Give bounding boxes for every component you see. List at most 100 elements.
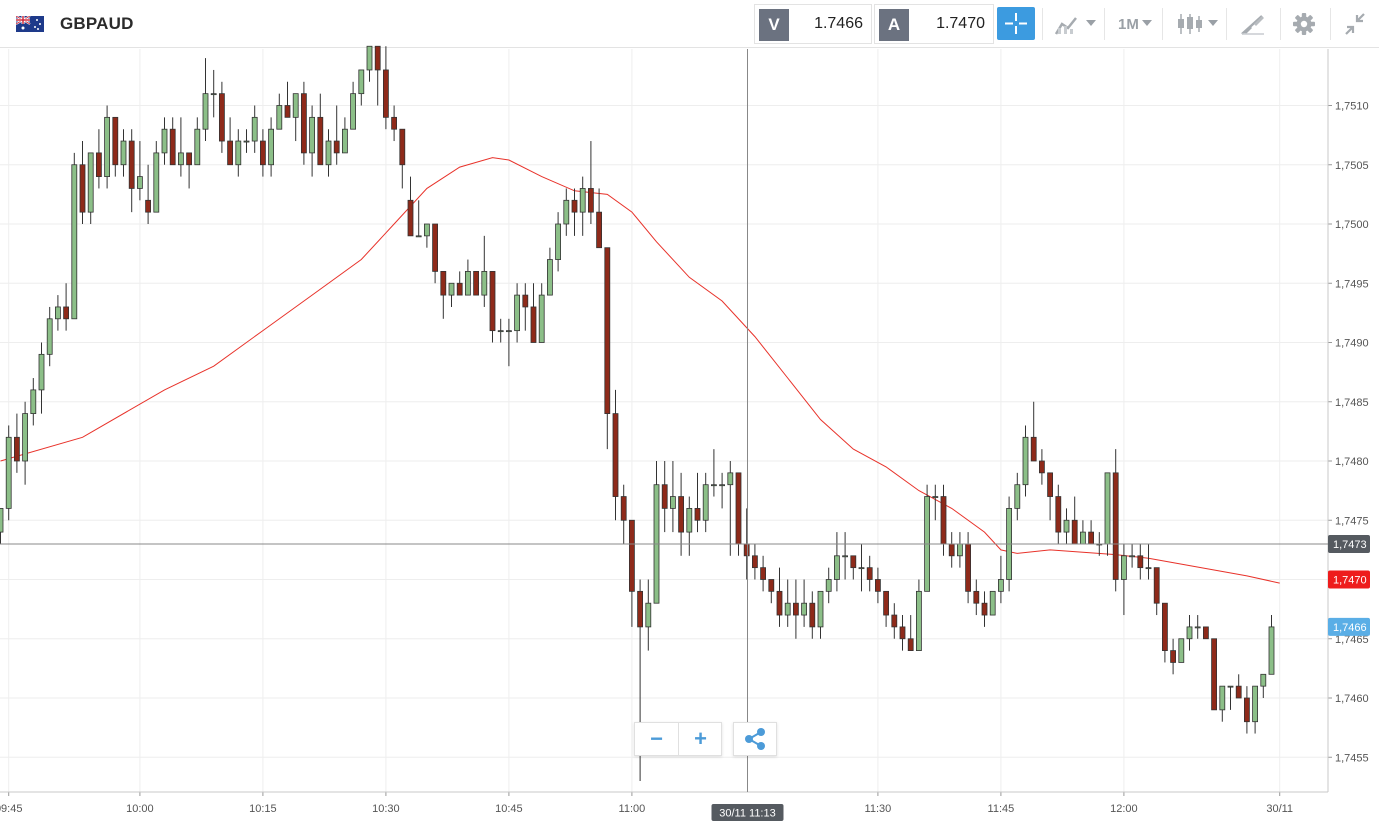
candle-body-bear [661,484,668,509]
zoom-in-button[interactable]: + [694,726,707,751]
candle [1260,673,1267,698]
candle [169,117,176,166]
candle [120,129,127,177]
candle-body-bear [612,413,619,497]
timeframe-dropdown[interactable]: 1M [1118,16,1139,33]
candle [883,590,889,627]
candle-body-bull [858,567,865,570]
timeframe-dropdown-caret[interactable] [1142,20,1152,26]
candle-body-bear [973,590,980,604]
bid-price-tag-label: 1,7466 [1333,622,1367,634]
sell-price-button[interactable]: V 1.7466 [754,4,872,44]
toolbar-divider [1280,8,1281,40]
candle-body-bear [530,306,537,343]
candle-body-bear [1039,460,1045,474]
candle [243,129,250,153]
candle [1121,543,1127,616]
candle [440,270,447,319]
candle-body-bear [145,199,152,213]
drawing-icon[interactable] [1240,12,1266,36]
candle [177,117,184,177]
candle-body-bear [227,140,234,166]
candle-body-bear [735,472,742,545]
candle [866,555,873,592]
candle [235,129,242,177]
candle-body-bear [1047,472,1053,497]
ask-price-tag-label: 1,7470 [1333,575,1367,587]
candle [907,615,914,651]
x-tick-label: 12:00 [1110,803,1138,815]
candle-body-bear [875,579,881,592]
candle-body-bear [218,93,225,142]
chart-type-dropdown-caret[interactable] [1208,20,1218,26]
x-tick-label: 10:30 [372,803,400,815]
candle [555,212,561,272]
candle [850,555,857,580]
x-tick-label: 09:45 [0,803,22,815]
candle-body-bull [686,507,693,533]
candle-body-bull [645,602,652,628]
candle [809,591,816,639]
candle-body-bull [538,294,545,343]
candle [678,472,684,556]
candle-body-bull [22,413,29,462]
candle [1080,520,1086,545]
candle-body-bull [547,259,553,296]
candle-body-bear [1112,472,1119,580]
buy-price: 1.7470 [936,15,985,32]
candle [719,472,725,509]
crosshair-button[interactable] [997,7,1035,40]
candle [341,117,348,154]
candle [333,105,340,165]
candle [497,318,504,343]
candle-body-bear [259,140,266,166]
candle-body-bear [489,270,496,332]
candle [858,543,865,592]
candle [358,69,365,106]
gear-icon[interactable] [1291,12,1317,36]
share-button[interactable] [733,722,777,756]
candles-layer [0,45,1275,781]
candles-icon[interactable] [1176,12,1204,36]
candle-body-bear [907,638,914,651]
candle [63,283,69,331]
candle-body-bull [153,152,160,213]
y-tick-label: 1,7510 [1335,101,1369,113]
candle-body-bull [1186,626,1193,640]
candle [22,401,29,485]
buy-price-button[interactable]: A 1.7470 [874,4,994,44]
candle [629,519,635,627]
candle [981,591,988,627]
x-tick-label: 10:45 [495,803,523,815]
candle [194,117,201,166]
candle [210,69,217,118]
candle [899,615,906,651]
collapse-icon[interactable] [1342,12,1368,36]
candle [30,378,37,426]
candle [46,306,53,367]
candle [186,152,193,189]
candle [1170,638,1176,675]
candle [891,603,898,639]
candle-body-bear [522,294,529,308]
indicators-icon[interactable] [1054,12,1082,36]
zoom-out-button[interactable]: − [650,726,663,751]
candle-body-bull [505,330,512,333]
candle [1022,425,1029,497]
candle-body-bull [563,199,570,225]
candle [998,555,1004,604]
candle [284,81,291,118]
crosshair-icon [1005,13,1027,34]
indicators-dropdown-caret[interactable] [1086,20,1096,26]
candle-body-bull [341,128,348,154]
candle [957,532,963,568]
candle-body-bull [243,140,250,143]
candle-body-bear [694,507,701,521]
candle-body-bull [727,472,734,486]
candle-body-bear [374,45,381,71]
candle [1071,496,1078,545]
candle-body-bull [957,543,963,557]
bid-price-tag-bg [1328,617,1370,636]
candle [13,413,20,473]
